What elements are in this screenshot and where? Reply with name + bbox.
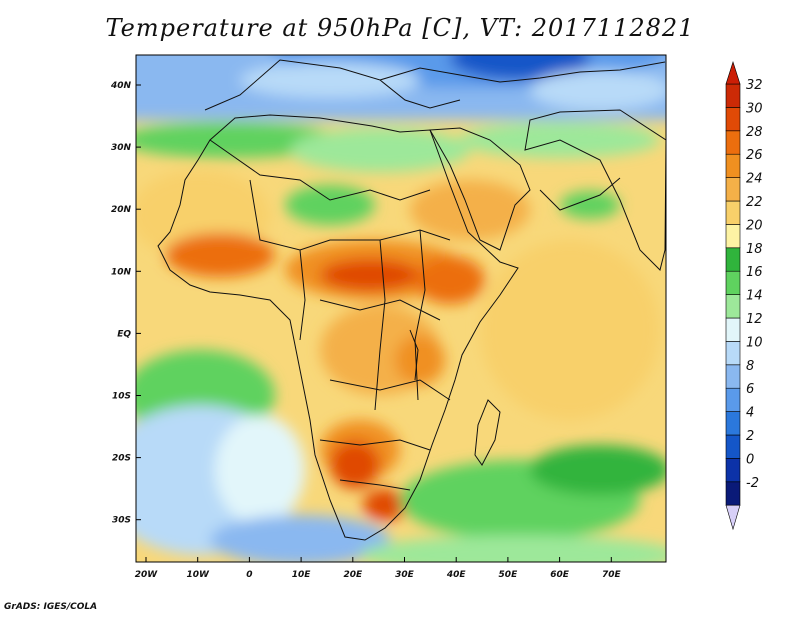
colorbar-segment <box>725 83 741 108</box>
colorbar-label: 16 <box>746 265 763 280</box>
lat-tick-label: 10S <box>112 392 131 402</box>
colorbar-segment <box>725 364 741 389</box>
lon-tick-label: 20E <box>343 570 363 580</box>
latitude-axis: 40N 30N 20N 10N EQ 10S 20S 30S <box>110 81 141 526</box>
lon-tick-label: 10W <box>186 570 210 580</box>
colorbar-segment <box>725 247 741 272</box>
footer-credit: GrADS: IGES/COLA <box>4 602 98 612</box>
colorbar-label: 22 <box>746 195 763 210</box>
colorbar-label: 26 <box>746 148 763 163</box>
colorbar-segment <box>725 458 741 483</box>
lon-tick-label: 50E <box>499 570 519 580</box>
colorbar-label: 10 <box>746 335 763 350</box>
colorbar-segment <box>725 411 741 436</box>
colorbar-label: 8 <box>746 359 754 374</box>
colorbar-segment <box>725 387 741 412</box>
map-title: Temperature at 950hPa [C], VT: 201711282… <box>105 14 695 42</box>
colorbar-label: 30 <box>746 101 763 116</box>
lat-tick-label: 30S <box>112 516 131 526</box>
lat-tick-label: 30N <box>111 143 132 153</box>
colorbar-label: 28 <box>746 125 763 140</box>
colorbar-segment <box>725 294 741 319</box>
colorbar-segment <box>725 177 741 202</box>
temperature-field <box>136 55 666 562</box>
colorbar-label: 20 <box>746 218 763 233</box>
map-frame <box>135 54 667 563</box>
colorbar-label: 18 <box>746 242 763 257</box>
lat-tick-label: EQ <box>117 329 131 339</box>
lon-tick-label: 0 <box>246 570 252 580</box>
coastlines <box>157 59 666 541</box>
colorbar-segment <box>725 153 741 178</box>
lat-tick-label: 40N <box>110 81 132 91</box>
colorbar-segment <box>725 200 741 225</box>
colorbar-label: 32 <box>746 78 763 93</box>
colorbar-label: 12 <box>746 312 763 327</box>
colorbar-label: 6 <box>746 382 754 397</box>
colorbar-segment <box>725 130 741 155</box>
lon-tick-label: 60E <box>550 570 570 580</box>
lon-tick-label: 20W <box>135 570 159 580</box>
colorbar-segment <box>725 107 741 132</box>
colorbar-label: 0 <box>746 452 754 467</box>
colorbar-segment <box>725 317 741 342</box>
colorbar-label: 2 <box>746 429 754 444</box>
lon-tick-label: 10E <box>292 570 312 580</box>
colorbar-label: 24 <box>746 172 763 187</box>
colorbar-segment <box>725 224 741 249</box>
colorbar-label: 4 <box>746 406 754 421</box>
colorbar-label: -2 <box>746 476 759 491</box>
lon-tick-label: 40E <box>446 570 467 580</box>
colorbar-label: 14 <box>746 289 763 304</box>
colorbar-segment <box>725 434 741 459</box>
lat-tick-label: 20S <box>112 454 131 464</box>
longitude-axis: 20W 10W 0 10E 20E 30E 40E 50E 60E 70E <box>135 557 622 580</box>
colorbar-arrow-top <box>725 61 741 85</box>
lat-tick-label: 20N <box>111 205 132 215</box>
colorbar-segment <box>725 481 741 506</box>
lat-tick-label: 10N <box>111 267 132 277</box>
colorbar-segment <box>725 270 741 295</box>
lon-tick-label: 30E <box>395 570 415 580</box>
colorbar-segment <box>725 341 741 366</box>
colorbar-arrow-bottom <box>725 504 741 531</box>
lon-tick-label: 70E <box>602 570 622 580</box>
